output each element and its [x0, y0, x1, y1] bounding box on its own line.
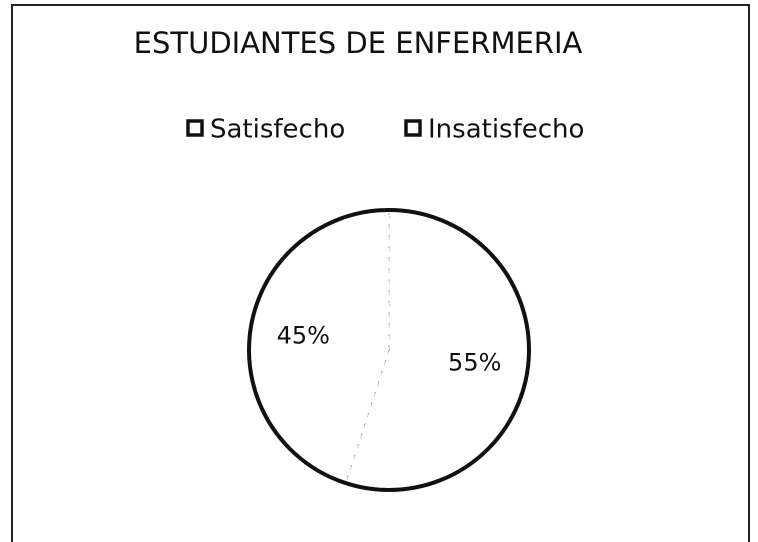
pie-slice — [248, 209, 390, 484]
legend-label: Satisfecho — [210, 115, 345, 145]
data-label: 45% — [277, 321, 330, 349]
legend-swatch — [404, 119, 422, 137]
chart-title: ESTUDIANTES DE ENFERMERIA — [134, 26, 583, 60]
legend-swatch — [186, 119, 204, 137]
legend-label: Insatisfecho — [428, 115, 584, 145]
pie-slice — [345, 209, 530, 491]
data-label: 55% — [448, 349, 501, 377]
pie-outline — [247, 208, 531, 492]
